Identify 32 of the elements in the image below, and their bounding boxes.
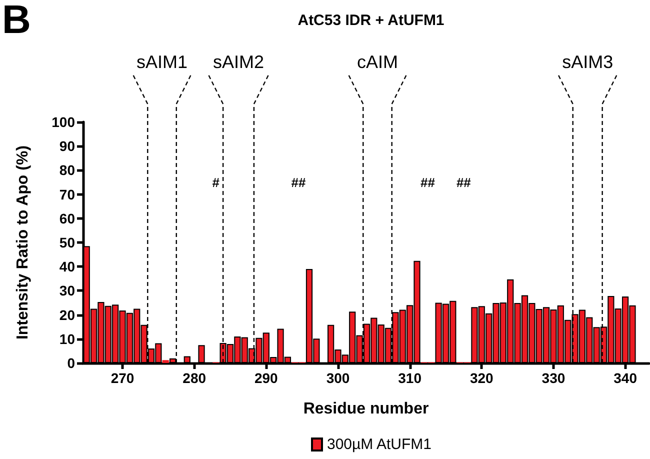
x-axis-title: Residue number — [303, 400, 429, 418]
text: B — [2, 0, 31, 42]
ref-line-label: cAIM — [356, 52, 398, 72]
y-tick-label: 50 — [59, 234, 76, 250]
legend-label: 300µM AtUFM1 — [327, 436, 432, 453]
x-tick-label: 310 — [398, 370, 422, 386]
y-axis-title: Intensity Ratio to Apo (%) — [14, 145, 32, 340]
x-tick-label: 290 — [254, 370, 278, 386]
x-tick-label: 270 — [110, 370, 134, 386]
ref-line-label: sAIM3 — [562, 52, 614, 72]
y-tick-label: 20 — [59, 306, 76, 323]
x-tick-label: 340 — [614, 370, 638, 386]
y-tick-label: 90 — [59, 138, 76, 154]
y-tick-label: 0 — [67, 355, 76, 371]
annotation: ## — [456, 174, 472, 190]
chart-title: AtC53 IDR + AtUFM1 — [298, 12, 444, 29]
annotation: # — [212, 174, 220, 190]
y-tick-label: 40 — [59, 258, 76, 275]
x-tick-label: 280 — [182, 370, 206, 386]
ref-line-label: sAIM2 — [213, 52, 264, 72]
y-tick-label: 10 — [59, 330, 76, 347]
annotation: ## — [420, 174, 436, 190]
x-tick-label: 320 — [470, 370, 494, 386]
y-tick-label: 70 — [59, 186, 76, 202]
y-tick-label: 60 — [59, 210, 76, 226]
ref-line-label: sAIM1 — [136, 52, 188, 72]
y-tick-label: 80 — [59, 162, 76, 178]
annotation: ## — [291, 174, 306, 190]
x-tick-label: 330 — [542, 370, 566, 386]
x-tick-label: 300 — [326, 370, 350, 386]
y-tick-label: 100 — [52, 114, 76, 130]
y-tick-label: 30 — [59, 282, 76, 299]
